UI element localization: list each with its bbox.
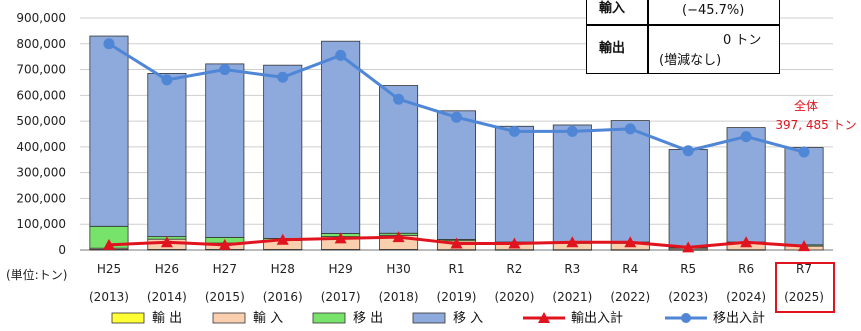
y-tick-label: 100,000 <box>16 217 66 231</box>
x-tick-label: H29 <box>329 262 353 276</box>
bar-segment <box>263 64 303 239</box>
y-tick-label: 500,000 <box>16 114 66 128</box>
line-point <box>334 232 347 244</box>
legend-label: 輸 出 <box>152 311 182 326</box>
r7-highlight-box <box>775 262 835 313</box>
line-point <box>798 146 810 158</box>
bar-segment <box>668 149 708 249</box>
line-point <box>740 131 752 143</box>
bar-segment <box>89 35 129 227</box>
x-tick-year: (2015) <box>205 290 245 304</box>
line-point <box>160 236 173 248</box>
y-tick-label: 700,000 <box>16 63 66 77</box>
line-point <box>508 125 520 137</box>
y-tick-label: 400,000 <box>16 140 66 154</box>
y-tick-label: 0 <box>58 243 66 257</box>
x-tick-label: R7 <box>796 262 812 276</box>
line-point <box>682 145 694 157</box>
bar-segment <box>784 147 824 246</box>
line-point <box>508 237 521 249</box>
x-tick-label: R2 <box>506 262 522 276</box>
x-tick-label: H26 <box>155 262 179 276</box>
x-tick-label: H30 <box>386 262 410 276</box>
bar-segment <box>610 120 650 243</box>
line-point <box>624 236 637 248</box>
summary-import-change: (−45.7%) <box>682 3 745 18</box>
x-tick-label: H25 <box>97 262 121 276</box>
x-tick-label: R3 <box>564 262 580 276</box>
total-annotation-value: 397, 485 トン <box>775 118 856 132</box>
legend-swatch <box>312 312 346 324</box>
bar-segment <box>726 127 766 243</box>
legend-swatch <box>412 312 446 324</box>
x-tick-label: H28 <box>271 262 295 276</box>
x-tick-year: (2017) <box>321 290 361 304</box>
total-annotation-label: 全体 <box>794 98 818 113</box>
line-point <box>103 38 115 50</box>
x-tick-year: (2020) <box>494 290 534 304</box>
legend-label: 輸 入 <box>253 311 283 326</box>
bar-segment <box>552 124 592 243</box>
summary-export-value: 0 トン <box>723 33 762 48</box>
y-tick-label: 900,000 <box>16 11 66 25</box>
bar-segment <box>205 63 245 238</box>
x-tick-year: (2014) <box>147 290 187 304</box>
legend-marker <box>538 312 550 323</box>
line-point <box>450 237 463 249</box>
x-tick-year: (2019) <box>437 290 477 304</box>
legend-label: 移 入 <box>453 311 483 326</box>
x-tick-year: (2016) <box>263 290 303 304</box>
x-tick-year: (2018) <box>379 290 419 304</box>
line-point <box>219 64 231 76</box>
summary-export-change: (増減なし) <box>659 53 722 68</box>
line-point <box>276 233 289 245</box>
legend-swatch <box>111 312 145 324</box>
x-tick-label: R4 <box>622 262 638 276</box>
summary-import-label: 輸入 <box>599 1 626 16</box>
bar-segment <box>436 110 477 240</box>
bar-segment <box>147 73 187 237</box>
bar-segment <box>379 85 419 234</box>
y-tick-label: 800,000 <box>16 37 66 51</box>
legend-label: 移 出 <box>353 311 383 326</box>
line-point <box>451 111 462 123</box>
y-tick-label: 600,000 <box>16 88 66 102</box>
summary-box: 輸入 (−45.7%) 輸出 0 トン (増減なし) <box>586 0 780 74</box>
y-tick-label: 200,000 <box>16 191 66 205</box>
x-tick-label: R1 <box>449 262 465 276</box>
y-tick-label: 300,000 <box>16 166 66 180</box>
line-point <box>682 241 695 253</box>
line-point <box>624 123 636 135</box>
line-point <box>393 93 405 105</box>
line-point <box>277 71 289 83</box>
x-tick-year: (2024) <box>726 290 766 304</box>
x-tick-label: H27 <box>213 262 237 276</box>
line-point <box>218 238 231 250</box>
x-tick-label: R5 <box>680 262 696 276</box>
summary-export-label: 輸出 <box>599 41 626 56</box>
legend-marker <box>681 313 691 323</box>
bar-segment <box>321 40 361 234</box>
line-point <box>335 49 347 61</box>
line-point <box>740 236 753 248</box>
x-tick-year: (2023) <box>668 290 708 304</box>
line-point <box>566 125 578 137</box>
line-point <box>102 238 115 250</box>
unit-label: (単位:トン) <box>6 267 67 282</box>
line-point <box>392 231 405 243</box>
line-point <box>566 236 579 248</box>
bar-segment <box>494 125 534 243</box>
line-point <box>798 240 811 252</box>
x-tick-year: (2022) <box>610 290 650 304</box>
legend-label: 移出入計 <box>713 310 765 326</box>
line-point <box>161 74 173 86</box>
x-tick-year: (2025) <box>784 290 824 304</box>
x-tick-year: (2013) <box>89 290 129 304</box>
legend-swatch <box>212 312 246 324</box>
x-tick-label: R6 <box>738 262 754 276</box>
legend-label: 輸出入計 <box>571 310 623 326</box>
x-tick-year: (2021) <box>552 290 592 304</box>
